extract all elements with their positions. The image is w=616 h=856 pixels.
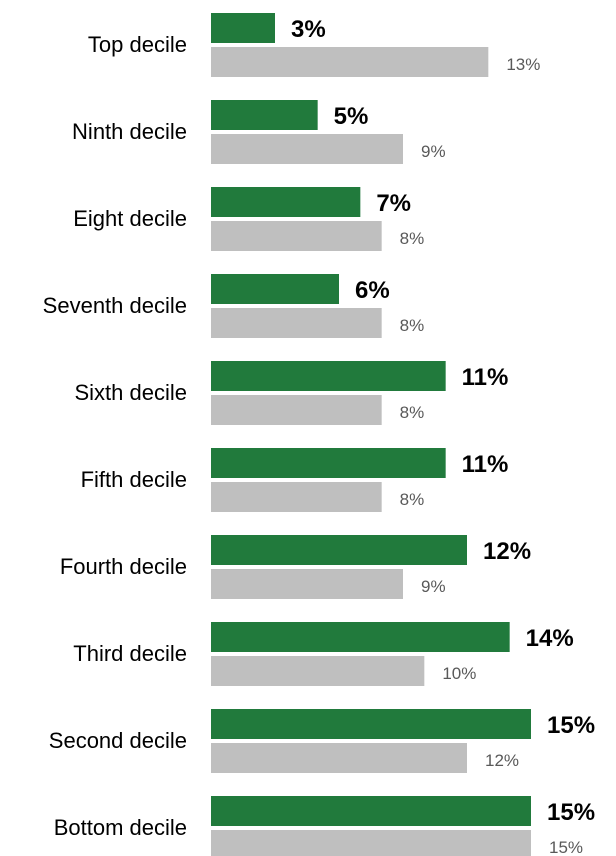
secondary-value-label: 9% xyxy=(421,142,446,161)
primary-bar xyxy=(211,274,339,304)
category-group-seventh-decile: Seventh decile 6% 8% xyxy=(43,274,425,338)
category-label: Sixth decile xyxy=(74,380,187,405)
secondary-bar xyxy=(211,830,531,856)
secondary-bar xyxy=(211,134,403,164)
secondary-bar xyxy=(211,656,425,686)
primary-bar xyxy=(211,448,446,478)
category-label: Ninth decile xyxy=(72,119,187,144)
category-group-ninth-decile: Ninth decile 5% 9% xyxy=(72,100,446,164)
primary-value-label: 12% xyxy=(483,538,531,565)
primary-value-label: 15% xyxy=(547,712,595,739)
primary-value-label: 11% xyxy=(462,451,509,478)
category-group-top-decile: Top decile 3% 13% xyxy=(88,13,540,77)
bars-layer: Top decile 3% 13% Ninth decile 5% 9% Eight dec… xyxy=(43,13,595,856)
primary-bar xyxy=(211,622,510,652)
secondary-value-label: 8% xyxy=(400,403,425,422)
category-label: Fourth decile xyxy=(60,554,187,579)
primary-value-label: 7% xyxy=(376,190,411,217)
category-group-fifth-decile: Fifth decile 11% 8% xyxy=(81,448,509,512)
secondary-bar xyxy=(211,395,382,425)
category-group-sixth-decile: Sixth decile 11% 8% xyxy=(74,361,508,425)
secondary-value-label: 15% xyxy=(549,838,583,856)
category-label: Third decile xyxy=(73,641,187,666)
primary-value-label: 15% xyxy=(547,799,595,826)
category-group-bottom-decile: Bottom decile 15% 15% xyxy=(54,796,595,856)
secondary-value-label: 9% xyxy=(421,577,446,596)
category-group-third-decile: Third decile 14% 10% xyxy=(73,622,574,686)
secondary-value-label: 12% xyxy=(485,751,519,770)
category-group-fourth-decile: Fourth decile 12% 9% xyxy=(60,535,531,599)
secondary-bar xyxy=(211,47,489,77)
primary-bar xyxy=(211,361,446,391)
category-label: Fifth decile xyxy=(81,467,187,492)
secondary-bar xyxy=(211,221,382,251)
category-label: Second decile xyxy=(49,728,187,753)
secondary-value-label: 8% xyxy=(400,316,425,335)
primary-value-label: 11% xyxy=(462,364,509,391)
secondary-bar xyxy=(211,308,382,338)
primary-value-label: 14% xyxy=(526,625,574,652)
category-label: Eight decile xyxy=(73,206,187,231)
primary-value-label: 6% xyxy=(355,277,390,304)
primary-bar xyxy=(211,796,531,826)
primary-bar xyxy=(211,13,275,43)
secondary-bar xyxy=(211,743,467,773)
primary-bar xyxy=(211,535,467,565)
primary-bar xyxy=(211,187,361,217)
secondary-bar xyxy=(211,569,403,599)
primary-bar xyxy=(211,709,531,739)
category-group-second-decile: Second decile 15% 12% xyxy=(49,709,595,773)
primary-bar xyxy=(211,100,318,130)
secondary-value-label: 13% xyxy=(506,55,540,74)
secondary-bar xyxy=(211,482,382,512)
secondary-value-label: 10% xyxy=(442,664,476,683)
category-label: Top decile xyxy=(88,32,187,57)
primary-value-label: 5% xyxy=(334,103,369,130)
category-group-eight-decile: Eight decile 7% 8% xyxy=(73,187,424,251)
category-label: Seventh decile xyxy=(43,293,187,318)
secondary-value-label: 8% xyxy=(400,490,425,509)
secondary-value-label: 8% xyxy=(400,229,425,248)
primary-value-label: 3% xyxy=(291,16,326,43)
category-label: Bottom decile xyxy=(54,815,187,840)
